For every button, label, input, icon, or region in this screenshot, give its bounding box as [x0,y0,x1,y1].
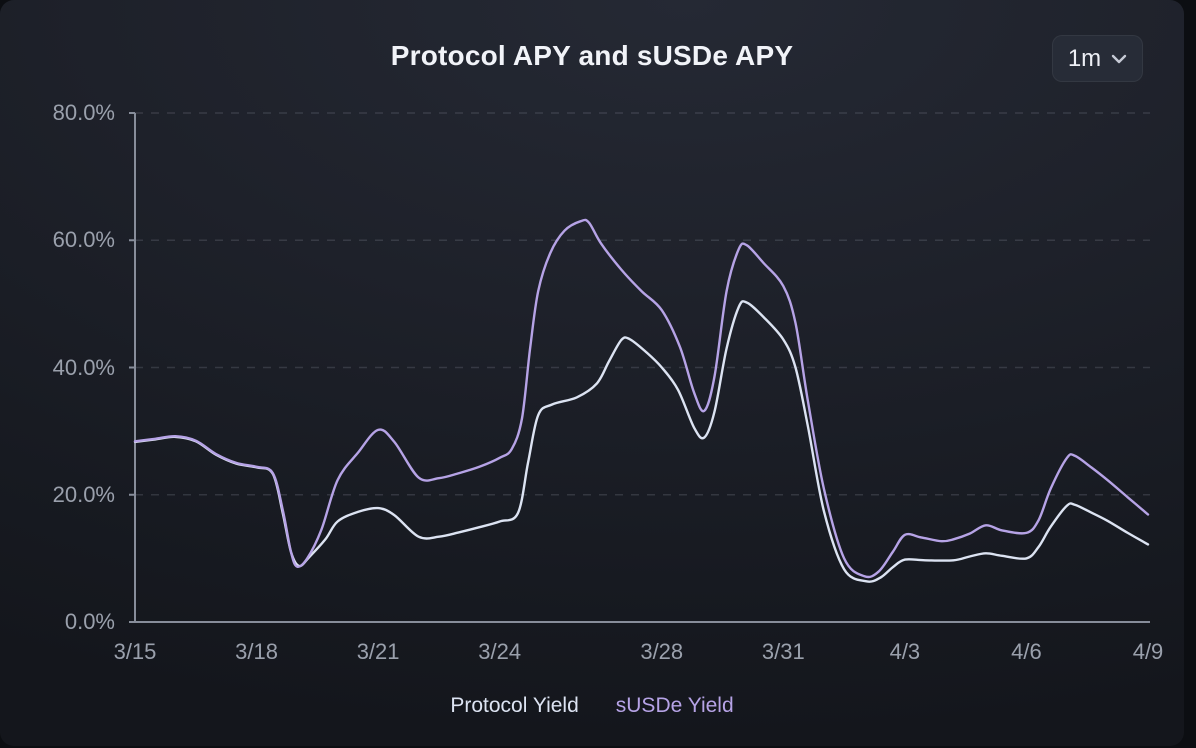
protocol-yield-line[interactable] [133,300,1150,583]
y-axis-label: 60.0% [52,227,115,253]
legend-item-susde-yield[interactable]: sUSDe Yield [615,694,734,717]
y-axis-label: 80.0% [52,100,115,125]
x-axis-label: 4/9 [1132,639,1164,664]
x-axis-label: 3/31 [761,639,805,664]
timeframe-select[interactable]: 1m [1052,35,1143,82]
x-axis-label: 4/6 [1011,639,1042,664]
y-axis-label: 40.0% [52,354,115,380]
timeframe-value: 1m [1067,44,1102,72]
x-axis-label: 3/15 [113,639,157,664]
x-axis-label: 3/24 [478,639,522,664]
page-title: Protocol APY and sUSDe APY [390,40,794,71]
legend-item-protocol-yield[interactable]: Protocol Yield [450,694,579,717]
chart-legend: Protocol Yield sUSDe Yield [0,694,1184,718]
chevron-down-icon [1111,54,1127,64]
x-axis-label: 4/3 [889,639,921,664]
y-axis-label: 0.0% [64,609,115,634]
x-axis-label: 3/28 [640,639,684,664]
susde-yield-line[interactable] [133,218,1150,579]
x-axis-label: 3/21 [356,639,400,664]
y-axis-label: 20.0% [52,481,115,507]
x-axis-label: 3/18 [235,639,278,664]
